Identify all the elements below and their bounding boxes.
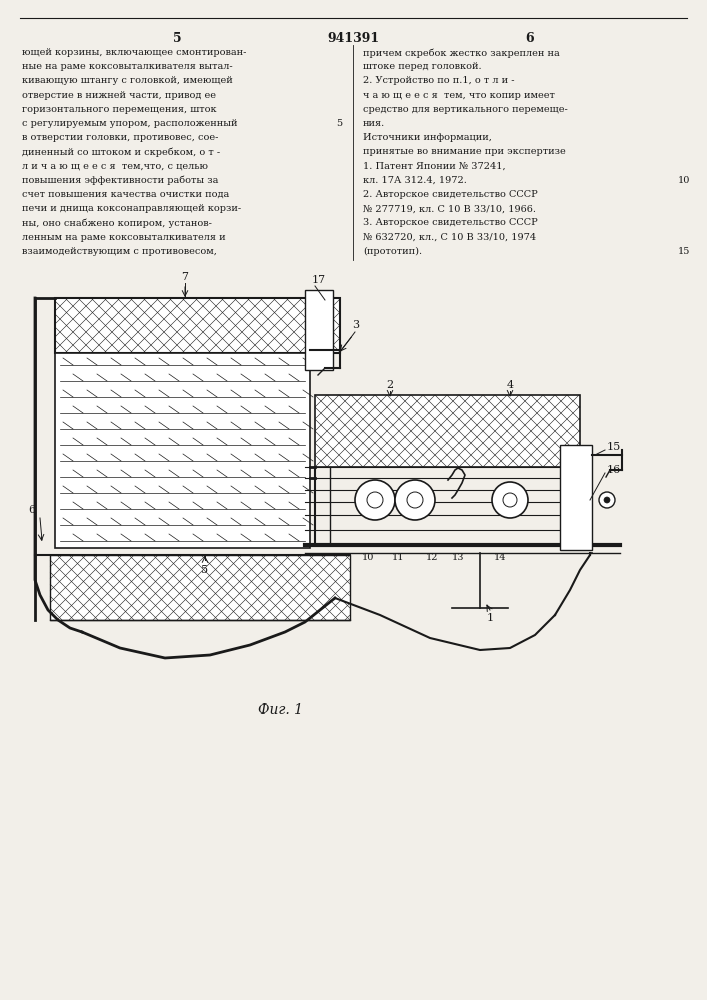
Bar — [55, 298, 340, 353]
Text: 15: 15 — [677, 247, 690, 256]
Text: принятые во внимание при экспертизе: принятые во внимание при экспертизе — [363, 147, 566, 156]
Text: 14: 14 — [493, 554, 506, 562]
Text: Источники информации,: Источники информации, — [363, 133, 492, 142]
Text: № 632720, кл., С 10 В 33/10, 1974: № 632720, кл., С 10 В 33/10, 1974 — [363, 233, 536, 242]
Text: № 277719, кл. С 10 В 33/10, 1966.: № 277719, кл. С 10 В 33/10, 1966. — [363, 204, 536, 213]
Text: 6: 6 — [28, 505, 35, 515]
Text: 941391: 941391 — [327, 32, 379, 45]
Text: 3. Авторское свидетельство СССР: 3. Авторское свидетельство СССР — [363, 218, 538, 227]
Text: (прототип).: (прототип). — [363, 247, 422, 256]
Circle shape — [355, 480, 395, 520]
Text: 16: 16 — [607, 465, 621, 475]
Text: с регулируемым упором, расположенный: с регулируемым упором, расположенный — [22, 119, 238, 128]
Text: ны, оно снабжено копиром, установ-: ны, оно снабжено копиром, установ- — [22, 218, 212, 228]
Circle shape — [395, 480, 435, 520]
Text: ющей корзины, включающее смонтирован-: ющей корзины, включающее смонтирован- — [22, 48, 246, 57]
Text: ч а ю щ е е с я  тем, что копир имеет: ч а ю щ е е с я тем, что копир имеет — [363, 91, 555, 100]
Text: взаимодействующим с противовесом,: взаимодействующим с противовесом, — [22, 247, 217, 256]
Bar — [55, 353, 310, 548]
Circle shape — [367, 492, 383, 508]
Text: 10: 10 — [362, 554, 374, 562]
Bar — [315, 395, 580, 467]
Text: ные на раме коксовыталкивателя вытал-: ные на раме коксовыталкивателя вытал- — [22, 62, 233, 71]
Text: 4: 4 — [506, 380, 513, 390]
Text: в отверстии головки, противовес, сое-: в отверстии головки, противовес, сое- — [22, 133, 218, 142]
Text: 5: 5 — [173, 32, 181, 45]
Text: средство для вертикального перемеще-: средство для вертикального перемеще- — [363, 105, 568, 114]
Circle shape — [492, 482, 528, 518]
Text: 2: 2 — [387, 380, 394, 390]
Text: 13: 13 — [452, 554, 464, 562]
Circle shape — [599, 492, 615, 508]
Text: 7: 7 — [182, 272, 189, 282]
Text: повышения эффективности работы за: повышения эффективности работы за — [22, 176, 218, 185]
Bar — [50, 555, 350, 620]
Bar — [305, 290, 333, 370]
Text: 5: 5 — [201, 565, 209, 575]
Text: ленным на раме коксовыталкивателя и: ленным на раме коксовыталкивателя и — [22, 233, 226, 242]
Text: 10: 10 — [677, 176, 690, 185]
Text: 1: 1 — [486, 613, 493, 623]
Text: 15: 15 — [607, 442, 621, 452]
Text: кивающую штангу с головкой, имеющей: кивающую штангу с головкой, имеющей — [22, 76, 233, 85]
Text: 1. Патент Японии № 37241,: 1. Патент Японии № 37241, — [363, 162, 506, 171]
Circle shape — [503, 493, 517, 507]
Text: 11: 11 — [392, 554, 404, 562]
Text: счет повышения качества очистки пода: счет повышения качества очистки пода — [22, 190, 229, 199]
Text: ния.: ния. — [363, 119, 385, 128]
Text: горизонтального перемещения, шток: горизонтального перемещения, шток — [22, 105, 216, 114]
Text: штоке перед головкой.: штоке перед головкой. — [363, 62, 481, 71]
Text: 17: 17 — [312, 275, 326, 285]
Text: 6: 6 — [526, 32, 534, 45]
Text: кл. 17А 312.4, 1972.: кл. 17А 312.4, 1972. — [363, 176, 467, 185]
Text: причем скребок жестко закреплен на: причем скребок жестко закреплен на — [363, 48, 560, 57]
Circle shape — [407, 492, 423, 508]
Text: печи и днища коксонаправляющей корзи-: печи и днища коксонаправляющей корзи- — [22, 204, 241, 213]
Text: 2. Авторское свидетельство СССР: 2. Авторское свидетельство СССР — [363, 190, 538, 199]
Text: Фиг. 1: Фиг. 1 — [257, 703, 303, 717]
Text: 12: 12 — [426, 554, 438, 562]
Bar — [560, 445, 592, 550]
Text: 2. Устройство по п.1, о т л и -: 2. Устройство по п.1, о т л и - — [363, 76, 515, 85]
Text: 3: 3 — [352, 320, 359, 330]
Text: отверстие в нижней части, привод ее: отверстие в нижней части, привод ее — [22, 91, 216, 100]
Text: 5: 5 — [336, 119, 342, 128]
Text: л и ч а ю щ е е с я  тем,что, с целью: л и ч а ю щ е е с я тем,что, с целью — [22, 162, 208, 171]
Circle shape — [604, 497, 610, 503]
Text: диненный со штоком и скребком, о т -: диненный со штоком и скребком, о т - — [22, 147, 220, 157]
